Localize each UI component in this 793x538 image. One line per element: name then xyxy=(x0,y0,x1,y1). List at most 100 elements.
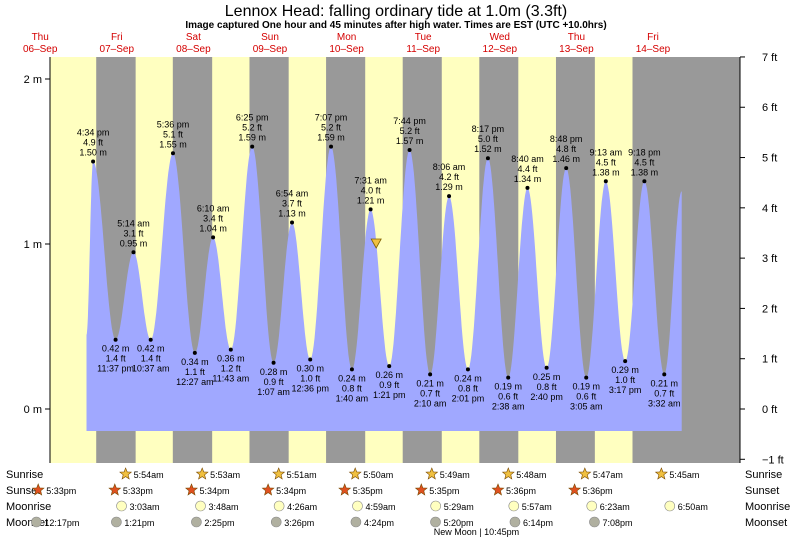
tide-ft-label: 5.2 ft xyxy=(400,126,421,136)
tide-time-label: 1:07 am xyxy=(257,387,290,397)
tide-m-label: 0.36 m xyxy=(217,354,245,364)
tide-time-label: 7:31 am xyxy=(354,175,387,185)
tide-time-label: 6:10 am xyxy=(197,203,230,213)
tide-ft-label: 4.5 ft xyxy=(596,157,617,167)
moonset-icon xyxy=(509,516,521,528)
tide-time-label: 6:54 am xyxy=(276,189,309,199)
tide-time-label: 2:10 am xyxy=(414,398,447,408)
tide-time-label: 4:34 pm xyxy=(77,128,110,138)
moonrise-time: 4:26am xyxy=(287,502,317,512)
sunset-time: 5:33pm xyxy=(123,486,153,496)
tide-ft-label: 1.1 ft xyxy=(185,367,206,377)
sunrise-time: 5:47am xyxy=(593,470,623,480)
tide-ft-label: 5.1 ft xyxy=(163,129,184,139)
day-of-week-label: Sat xyxy=(186,32,201,43)
sunset-icon xyxy=(338,483,352,496)
moonrise-icon xyxy=(430,500,441,512)
day-of-week-label: Fri xyxy=(647,32,659,43)
moonrise-time: 5:57am xyxy=(522,502,552,512)
tide-ft-label: 1.0 ft xyxy=(300,374,321,384)
tide-m-label: 0.42 m xyxy=(137,344,165,354)
day-of-week-label: Thu xyxy=(568,32,585,43)
tide-m-label: 1.38 m xyxy=(631,167,659,177)
moonset-icon xyxy=(191,516,202,528)
tide-ft-label: 0.8 ft xyxy=(537,382,558,392)
sunset-icon xyxy=(108,483,122,496)
sunset-time: 5:34pm xyxy=(276,486,306,496)
right-tick-label: 6 ft xyxy=(762,102,777,114)
high-tide-point xyxy=(329,144,334,149)
chart-subtitle: Image captured One hour and 45 minutes a… xyxy=(185,20,606,31)
high-tide-point xyxy=(407,147,412,152)
moonset-time: 3:26pm xyxy=(284,518,314,528)
tide-time-label: 1:40 am xyxy=(336,393,369,403)
moonrise-icon xyxy=(664,500,676,512)
tide-m-label: 1.55 m xyxy=(159,139,187,149)
tide-ft-label: 4.2 ft xyxy=(439,172,460,182)
tide-time-label: 9:13 am xyxy=(590,147,623,157)
tide-time-label: 2:40 pm xyxy=(530,392,563,402)
tide-time-label: 3:05 am xyxy=(570,402,603,412)
moonrise-time: 3:48am xyxy=(209,502,239,512)
tide-time-label: 8:40 am xyxy=(511,154,544,164)
moonrise-time: 4:59am xyxy=(365,502,395,512)
sunset-time: 5:34pm xyxy=(199,486,229,496)
tide-ft-label: 0.6 ft xyxy=(576,392,597,402)
tide-m-label: 0.25 m xyxy=(533,372,561,382)
tide-time-label: 7:44 pm xyxy=(393,116,426,126)
tide-time-label: 6:25 pm xyxy=(236,113,269,123)
tide-m-label: 0.42 m xyxy=(102,344,130,354)
date-label: 10–Sep xyxy=(329,44,364,55)
moonset-time: 7:08pm xyxy=(602,518,632,528)
tide-ft-label: 5.0 ft xyxy=(478,134,499,144)
tide-m-label: 0.21 m xyxy=(416,378,444,388)
tide-ft-label: 3.7 ft xyxy=(282,199,303,209)
low-tide-point xyxy=(113,337,118,342)
high-tide-point xyxy=(91,159,96,164)
sunrise-time: 5:48am xyxy=(516,470,546,480)
low-tide-point xyxy=(387,364,392,369)
moonset-time: 4:24pm xyxy=(364,518,394,528)
sunset-icon xyxy=(261,483,275,496)
tide-time-label: 8:06 am xyxy=(433,162,466,172)
sunrise-time: 5:45am xyxy=(669,470,699,480)
tide-m-label: 1.46 m xyxy=(552,154,580,164)
tide-time-label: 11:43 am xyxy=(212,374,249,384)
low-tide-point xyxy=(506,375,511,380)
day-of-week-label: Tue xyxy=(415,32,432,43)
tide-ft-label: 0.8 ft xyxy=(342,383,363,393)
tide-m-label: 0.19 m xyxy=(572,382,600,392)
sunset-label-right: Sunset xyxy=(745,485,779,497)
sunset-time: 5:35pm xyxy=(429,486,459,496)
tide-m-label: 1.21 m xyxy=(357,195,385,205)
tide-time-label: 2:38 am xyxy=(492,402,525,412)
tide-time-label: 8:48 pm xyxy=(550,134,583,144)
low-tide-point xyxy=(271,360,276,365)
moonset-time: 6:14pm xyxy=(523,518,553,528)
sunrise-icon xyxy=(425,467,439,480)
sunrise-time: 5:53am xyxy=(210,470,240,480)
moonrise-time: 6:50am xyxy=(678,502,708,512)
high-tide-point xyxy=(211,235,216,240)
moonset-label-left: Moonset xyxy=(6,517,48,529)
tide-m-label: 1.50 m xyxy=(79,148,107,158)
sunrise-icon xyxy=(501,467,515,480)
tide-time-label: 11:37 pm xyxy=(97,364,134,374)
sunset-label-left: Sunset xyxy=(6,485,40,497)
low-tide-point xyxy=(148,337,153,342)
day-of-week-label: Wed xyxy=(490,32,510,43)
tide-m-label: 1.57 m xyxy=(396,136,424,146)
date-label: 06–Sep xyxy=(23,44,58,55)
tide-m-label: 1.59 m xyxy=(238,133,266,143)
right-tick-label: 0 ft xyxy=(762,404,777,416)
date-label: 12–Sep xyxy=(483,44,518,55)
tide-m-label: 0.19 m xyxy=(494,382,522,392)
sun-moon-events: 5:54am 5:53am 5:51am 5:50am 5:49am 5:48am 5:47… xyxy=(31,467,708,537)
tide-ft-label: 4.8 ft xyxy=(556,144,577,154)
tide-ft-label: 0.7 ft xyxy=(420,388,441,398)
tide-m-label: 0.34 m xyxy=(181,357,209,367)
moonset-time: 5:20pm xyxy=(444,518,474,528)
tide-m-label: 0.95 m xyxy=(120,238,148,248)
